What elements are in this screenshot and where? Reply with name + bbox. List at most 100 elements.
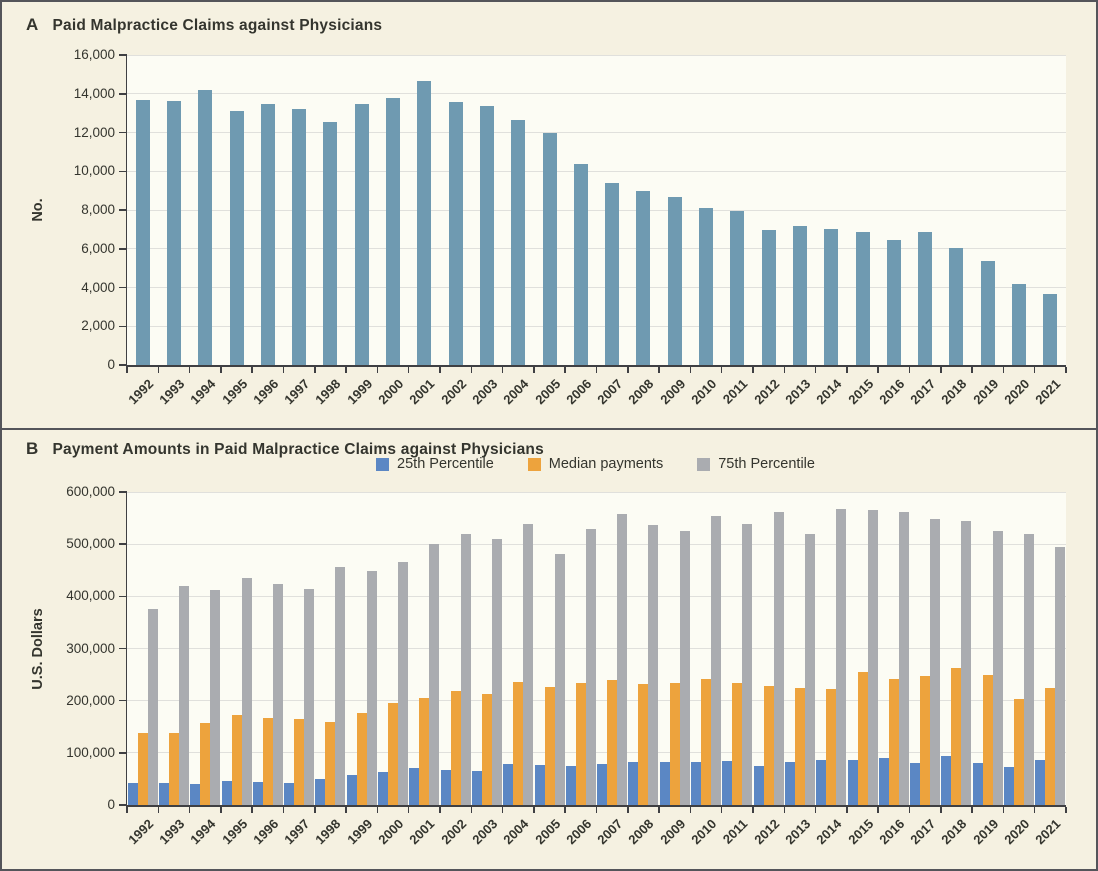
y-tick-label: 200,000 <box>66 692 115 708</box>
bar-claims-2015 <box>855 232 870 365</box>
gridline-6,000 <box>127 248 1066 250</box>
bar-percentile_25-2005 <box>534 765 545 805</box>
panel-b: B Payment Amounts in Paid Malpractice Cla… <box>2 428 1096 869</box>
y-tick-mark <box>119 170 127 172</box>
x-tick-mark <box>595 367 598 373</box>
y-tick-label: 4,000 <box>81 279 115 295</box>
bar-percentile_25-2009 <box>659 762 670 805</box>
x-tick-mark <box>1033 807 1036 813</box>
x-tick-mark <box>251 807 253 813</box>
y-tick-label: 10,000 <box>73 163 115 179</box>
bar-percentile_25-2015 <box>847 760 858 805</box>
bar-percentile_75-2021 <box>1055 547 1066 805</box>
bar-claims-2016 <box>886 240 901 365</box>
x-tick-mark <box>658 367 660 373</box>
bar-claims-2010 <box>699 208 714 365</box>
bar-percentile_25-2013 <box>784 762 795 805</box>
gridline-16,000 <box>127 54 1066 56</box>
bar-percentile_75-1994 <box>210 590 221 805</box>
bar-percentile_75-2010 <box>711 515 722 805</box>
bar-percentile_75-2014 <box>836 508 847 805</box>
bar-percentile_25-2002 <box>440 769 451 805</box>
panel-b-header: B Payment Amounts in Paid Malpractice Cla… <box>26 439 544 459</box>
bar-percentile_25-2011 <box>722 760 733 805</box>
x-tick-mark <box>1065 807 1067 813</box>
bar-median-2020 <box>1014 699 1025 805</box>
x-tick-mark <box>814 807 817 813</box>
bar-percentile_75-2019 <box>992 530 1003 805</box>
x-tick-mark <box>470 807 473 813</box>
x-tick-mark <box>658 807 660 813</box>
bar-claims-2011 <box>730 210 745 365</box>
x-tick-mark <box>1033 367 1036 373</box>
y-tick-label: 500,000 <box>66 536 115 552</box>
gridline-500,000 <box>127 543 1066 545</box>
bar-percentile_25-2017 <box>910 763 921 805</box>
x-tick-mark <box>908 807 911 813</box>
x-tick-mark <box>846 807 848 813</box>
bar-median-1999 <box>356 712 367 805</box>
bar-claims-1995 <box>229 111 244 365</box>
bar-claims-2014 <box>824 229 839 365</box>
bar-median-1996 <box>262 717 273 805</box>
panel-b-label: B <box>26 439 39 458</box>
y-tick-label: 600,000 <box>66 484 115 499</box>
bar-median-2017 <box>920 675 931 805</box>
x-tick-mark <box>501 807 504 813</box>
bar-percentile_75-1998 <box>335 567 346 805</box>
y-tick-mark <box>119 209 127 211</box>
bar-median-2014 <box>826 688 837 805</box>
bar-percentile_75-2002 <box>460 533 471 805</box>
x-tick-mark <box>814 367 817 373</box>
legend-swatch-25th-percentile <box>376 457 390 471</box>
bar-median-2010 <box>701 679 712 805</box>
x-tick-mark <box>533 807 535 813</box>
bar-percentile_25-2018 <box>941 756 952 805</box>
bar-percentile_75-2006 <box>585 528 596 805</box>
bar-median-1998 <box>325 721 336 805</box>
x-tick-mark <box>501 367 504 373</box>
legend-label-75th-percentile: 75th Percentile <box>718 456 815 472</box>
bar-claims-1998 <box>323 121 338 365</box>
panel-a-title: Paid Malpractice Claims against Physicia… <box>52 17 383 34</box>
y-tick-mark <box>119 647 127 650</box>
y-tick-mark <box>119 595 127 598</box>
bar-percentile_75-1999 <box>366 571 377 805</box>
y-tick-label: 2,000 <box>81 318 115 334</box>
bar-percentile_25-1997 <box>284 782 295 805</box>
x-tick-mark <box>407 367 410 373</box>
x-tick-mark <box>752 367 754 373</box>
y-tick-label: 12,000 <box>73 124 115 140</box>
x-tick-mark <box>783 367 786 373</box>
bar-percentile_75-2000 <box>398 562 409 805</box>
bar-percentile_25-2021 <box>1035 760 1046 805</box>
bar-percentile_25-2010 <box>691 762 702 805</box>
bar-percentile_25-2004 <box>503 763 514 805</box>
y-tick-label: 16,000 <box>73 47 115 62</box>
bar-percentile_75-1997 <box>304 589 315 805</box>
y-tick-mark <box>119 364 127 366</box>
gridline-12,000 <box>127 132 1066 133</box>
x-tick-mark <box>971 367 973 373</box>
y-tick-mark <box>119 93 127 95</box>
bar-claims-1997 <box>292 109 307 365</box>
x-tick-mark <box>314 367 316 373</box>
bar-median-2005 <box>544 686 555 805</box>
bar-median-1993 <box>168 733 179 805</box>
y-tick-label: 6,000 <box>81 240 115 256</box>
y-tick-mark <box>119 543 127 545</box>
x-tick-mark <box>971 807 973 813</box>
panel-a: A Paid Malpractice Claims against Physici… <box>2 2 1096 428</box>
bar-median-2001 <box>419 698 430 805</box>
bar-median-2003 <box>481 694 492 805</box>
bar-median-2002 <box>450 691 461 805</box>
gridline-14,000 <box>127 93 1066 95</box>
x-tick-mark <box>126 367 128 373</box>
bar-claims-1993 <box>166 100 181 365</box>
bar-median-2013 <box>794 687 805 805</box>
bar-percentile_25-1996 <box>252 781 263 805</box>
x-tick-mark <box>314 807 316 813</box>
bar-claims-2012 <box>761 230 776 365</box>
bar-claims-2020 <box>1012 283 1027 365</box>
bar-median-2007 <box>607 679 618 805</box>
